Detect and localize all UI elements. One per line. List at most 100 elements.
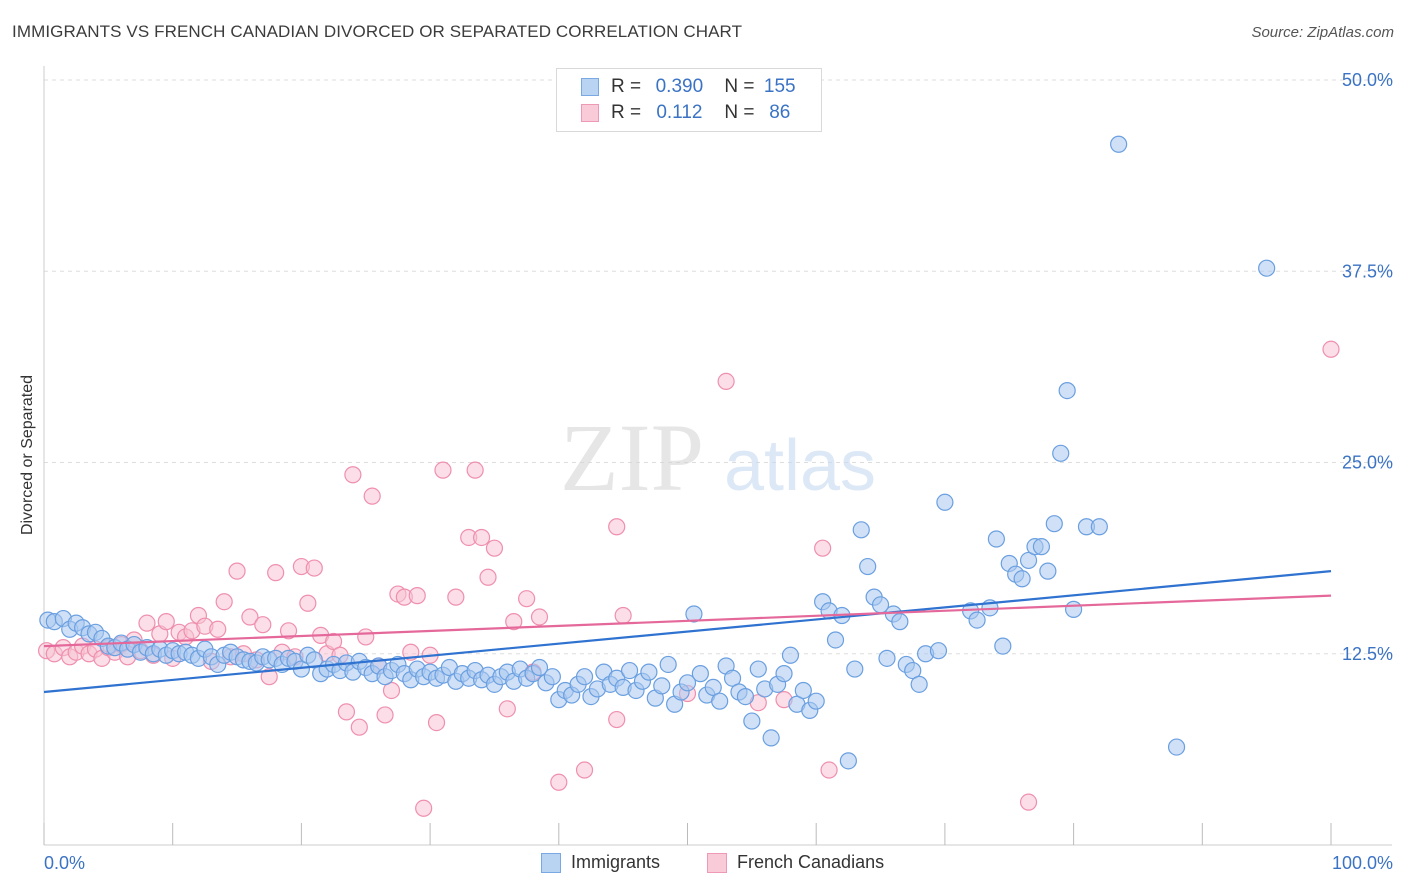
immigrants-point — [1110, 135, 1128, 153]
immigrants-point — [691, 665, 709, 683]
french-canadians-point — [447, 588, 465, 606]
n-value: 155 — [763, 76, 796, 97]
french-canadians-point — [299, 594, 317, 612]
r-value: 0.112 — [656, 102, 703, 123]
french-canadians-point — [215, 593, 233, 611]
immigrants-point — [1090, 518, 1108, 536]
r-label: R = — [611, 102, 642, 123]
immigrants-point — [1019, 551, 1038, 570]
immigrants-point — [640, 663, 658, 681]
french-canadians-point — [820, 761, 838, 779]
french-canadians-point — [608, 710, 626, 729]
french-canadians-point — [434, 461, 452, 479]
french-legend-label: French Canadians — [737, 852, 885, 872]
chart-title: IMMIGRANTS VS FRENCH CANADIAN DIVORCED O… — [12, 22, 743, 41]
gridlines — [44, 79, 1392, 655]
immigrants-point — [891, 613, 909, 631]
immigrants-series — [39, 135, 1276, 770]
legend-row-french: R = 0.112 N = 86 — [581, 102, 800, 124]
french-canadians-point — [209, 620, 227, 638]
immigrants-point — [1052, 444, 1070, 462]
trend-lines — [43, 570, 1332, 694]
french-canadians-point — [350, 718, 368, 736]
immigrants-point — [781, 646, 800, 664]
immigrants-point — [852, 521, 870, 539]
series-legend: Immigrants French Canadians — [0, 852, 1406, 876]
y-tick-label: 25.0% — [1342, 453, 1393, 473]
french-canadians-point — [363, 487, 381, 505]
french-canadians-point — [382, 681, 401, 700]
french-canadians-point — [466, 461, 484, 479]
french-canadians-point — [614, 606, 632, 625]
n-label: N = — [724, 102, 755, 123]
immigrants-point — [723, 669, 742, 687]
immigrants-point — [936, 493, 954, 511]
french-canadians-point — [157, 613, 175, 631]
immigrants-point — [711, 692, 729, 710]
legend-item-immigrants: Immigrants — [541, 852, 660, 873]
y-tick-label: 12.5% — [1342, 644, 1393, 664]
french-canadians-point — [305, 559, 323, 577]
r-value: 0.390 — [655, 76, 704, 97]
watermark-atlas: atlas — [724, 426, 876, 506]
french-canadians-point — [1019, 793, 1038, 811]
french-canadians-point — [485, 539, 504, 557]
immigrants-point — [1045, 515, 1063, 533]
french-canadians-point — [408, 587, 426, 605]
y-tick-label: 50.0% — [1342, 70, 1393, 90]
r-label: R = — [611, 76, 642, 97]
french-canadians-point — [279, 622, 298, 640]
immigrants-point — [543, 668, 561, 686]
n-label: N = — [724, 76, 755, 97]
y-axis-label: Divorced or Separated — [19, 374, 36, 536]
french-canadians-point — [479, 568, 497, 586]
immigrants-point — [859, 557, 877, 576]
french-canadians-point — [498, 700, 516, 718]
french-canadians-point — [337, 703, 356, 721]
y-tick-label: 37.5% — [1342, 261, 1393, 281]
legend-item-french-canadians: French Canadians — [707, 852, 884, 873]
immigrants-point — [749, 660, 767, 678]
french-canadians-point — [518, 590, 536, 608]
n-value: 86 — [769, 102, 791, 123]
immigrants-point — [1032, 538, 1051, 556]
source-credit: Source: ZipAtlas.com — [1251, 24, 1394, 41]
french-canadians-point — [427, 713, 446, 732]
tick-labels: 12.5% 25.0% 37.5% 50.0% 0.0% 100.0% — [44, 70, 1393, 873]
immigrants-legend-swatch — [541, 852, 561, 873]
immigrants-point — [846, 660, 864, 678]
french-canadians-point — [324, 632, 343, 651]
immigrants-point — [910, 675, 928, 693]
immigrants-point — [775, 665, 793, 683]
x-tick-label: 0.0% — [44, 853, 85, 873]
immigrants-point — [305, 651, 323, 669]
stats-legend: R = 0.390 N = 155 R = 0.112 N = 86 — [556, 68, 822, 132]
immigrants-point — [1013, 570, 1031, 588]
immigrants-point — [530, 658, 549, 677]
watermark-zip: ZIP — [560, 404, 704, 511]
immigrants-point — [878, 649, 896, 667]
immigrants-swatch — [581, 78, 599, 96]
french-canadians-point — [1322, 340, 1340, 358]
french-canadians-point — [505, 613, 523, 631]
french-swatch — [581, 104, 599, 122]
immigrants-trend-line — [43, 570, 1332, 694]
immigrants-point — [704, 678, 722, 697]
french-canadians-point — [267, 564, 285, 582]
immigrants-point — [1064, 600, 1083, 618]
immigrants-point — [807, 692, 825, 710]
french-canadians-point — [344, 466, 362, 484]
immigrants-point — [620, 661, 639, 680]
french-canadians-point — [530, 608, 549, 626]
french-canadians-point — [241, 608, 259, 626]
immigrants-point — [762, 729, 780, 747]
french-canadians-point — [550, 773, 568, 791]
immigrants-point — [839, 752, 857, 770]
french-canadians-point — [472, 528, 491, 547]
immigrants-point — [678, 674, 697, 692]
legend-row-immigrants: R = 0.390 N = 155 — [581, 76, 800, 98]
immigrants-point — [929, 642, 948, 660]
french-canadians-point — [228, 562, 246, 580]
immigrants-point — [575, 668, 594, 686]
french-legend-swatch — [707, 852, 727, 873]
